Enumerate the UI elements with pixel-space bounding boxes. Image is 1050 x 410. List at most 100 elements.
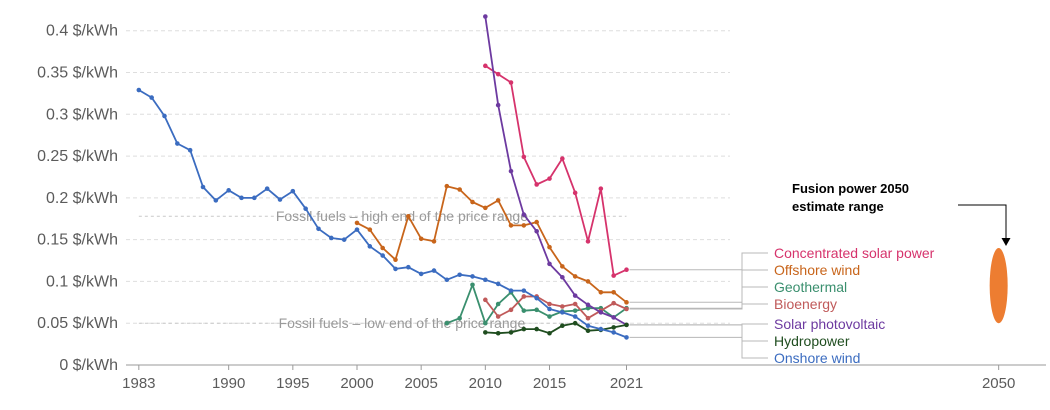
legend-connector [629,324,768,342]
data-point [611,273,616,278]
data-point [187,147,193,153]
data-point [547,244,552,250]
data-point [418,271,424,277]
series-solar-photovoltaic [483,14,629,328]
series-line-bioenergy [484,295,628,320]
data-point [585,279,591,284]
data-point [495,71,501,77]
data-point [521,308,527,313]
data-point [483,277,488,283]
data-point [521,223,527,228]
x-tick-label: 2015 [533,375,566,392]
data-point [444,277,450,283]
data-point [162,113,167,119]
data-point [483,297,488,303]
fusion-estimate-range [989,248,1008,324]
annotation-layer: Fusion power 2050 estimate range [792,181,1011,324]
data-point [560,323,565,329]
data-point [624,267,629,273]
legend-label-solar-photovoltaic: Solar photovoltaic [774,316,885,332]
data-point [444,183,450,189]
data-point [200,184,206,190]
x-tick-label: 2050 [982,375,1015,392]
data-point [560,310,565,315]
data-point [521,154,527,160]
y-tick-label: 0.25 $/kWh [37,148,118,165]
legend-connector [629,252,768,271]
series-onshore-wind [136,87,629,340]
data-point [534,219,539,225]
y-tick-label: 0.15 $/kWh [37,232,118,249]
data-point [508,168,514,174]
data-point [457,187,462,192]
arrowhead-icon [1001,238,1011,246]
data-point [508,307,514,313]
legend-label-concentrated-solar-power: Concentrated solar power [774,245,935,261]
data-point [560,156,565,161]
data-point [598,326,604,332]
legend-label-geothermal: Geothermal [774,279,847,295]
data-point [547,261,552,267]
fusion-annotation-line1: Fusion power 2050 [792,181,909,196]
data-point [521,212,527,217]
data-point [431,239,437,244]
data-point [547,176,552,181]
x-tick-label: 1995 [276,375,309,392]
data-point [521,288,527,293]
reference-line-label: Fossil fuels – low end of the price rang… [279,315,526,331]
y-tick-label: 0.3 $/kWh [46,106,118,123]
legend-connector [629,286,768,309]
data-point [495,198,501,203]
data-point [470,199,475,205]
grid-layer [126,30,730,324]
data-point [560,304,565,309]
y-tick-label: 0.1 $/kWh [46,273,118,290]
data-point [508,330,514,335]
data-point [252,195,257,201]
legend-label-bioenergy: Bioenergy [774,296,837,312]
data-point [624,306,629,312]
data-point [431,268,437,273]
data-point [393,266,398,272]
fusion-annotation-arrow [958,204,1007,240]
data-point [611,325,616,330]
data-point [444,320,450,326]
data-point [354,220,360,226]
series-line-solar-photovoltaic [484,15,628,326]
series-line-concentrated-solar-power [484,64,628,277]
data-point [470,282,475,288]
data-point [136,87,142,93]
x-tick-label: 2000 [340,375,373,392]
x-tick-label: 2010 [469,375,502,392]
data-point [380,253,385,258]
data-point [175,141,180,146]
data-point [585,305,591,311]
x-tick-label: 2021 [610,375,643,392]
data-point [547,314,552,319]
data-point [277,197,283,202]
reference-line-label: Fossil fuels – high end of the price ran… [276,208,528,224]
legend-label-hydropower: Hydropower [774,333,850,349]
legend-connector [629,303,768,310]
data-point [367,227,373,232]
data-point [611,330,616,335]
data-point [213,198,219,203]
data-point [341,237,347,242]
data-point [483,14,488,19]
reference-lines: Fossil fuels – high end of the price ran… [138,208,627,331]
data-point [534,326,539,332]
data-point [598,289,604,295]
data-point [534,295,539,301]
data-point [457,272,462,278]
data-point [572,190,578,196]
data-point [470,274,475,279]
y-tick-label: 0.05 $/kWh [37,315,118,332]
data-point [418,236,424,242]
fusion-annotation-line2: estimate range [792,199,884,214]
data-point [585,315,591,321]
data-point [316,226,321,232]
y-tick-label: 0.35 $/kWh [37,65,118,82]
data-point [367,244,373,249]
